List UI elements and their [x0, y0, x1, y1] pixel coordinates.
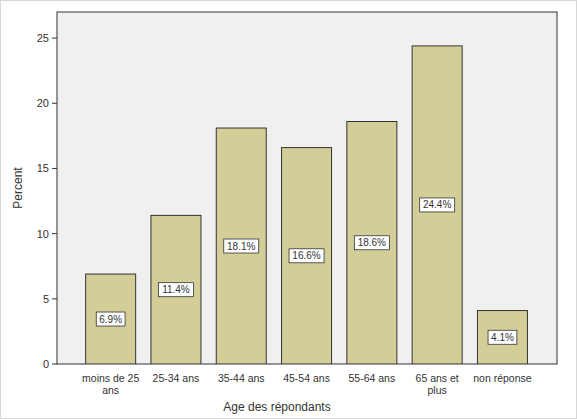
- data-label: 24.4%: [423, 199, 451, 210]
- bars: [86, 46, 528, 364]
- bar: [86, 274, 136, 364]
- data-label: 16.6%: [292, 250, 320, 261]
- x-tick-label: 55-64 ans: [348, 372, 395, 384]
- bar: [477, 311, 527, 364]
- y-tick: [52, 298, 57, 299]
- y-tick-label: 10: [37, 228, 49, 240]
- x-tick-label-line: plus: [428, 384, 447, 396]
- x-tick-label: 35-44 ans: [218, 372, 265, 384]
- y-tick: [52, 364, 57, 365]
- x-tick-label-line: 65 ans et: [416, 372, 459, 384]
- y-tick: [52, 233, 57, 234]
- x-tick-label: 25-34 ans: [153, 372, 200, 384]
- data-label-box: [488, 330, 517, 344]
- bar: [412, 46, 462, 364]
- data-label-box: [354, 236, 389, 250]
- data-label: 18.6%: [358, 237, 386, 248]
- data-label: 18.1%: [227, 241, 255, 252]
- y-tick: [52, 103, 57, 104]
- x-tick-label: moins de 25ans: [82, 372, 139, 396]
- data-label-box: [96, 312, 125, 326]
- data-label-box: [289, 249, 324, 263]
- x-tick-label-line: moins de 25: [82, 372, 139, 384]
- x-tick-label-line: 35-44 ans: [218, 372, 265, 384]
- background: [1, 1, 577, 419]
- plot-area: [57, 12, 557, 364]
- x-tick-label: non réponse: [473, 372, 532, 384]
- x-tick-label: 45-54 ans: [283, 372, 330, 384]
- x-tick-label-line: 25-34 ans: [153, 372, 200, 384]
- y-tick-label: 5: [43, 293, 49, 305]
- data-labels: 6.9% 11.4% 18.1% 16.6% 18.6% 24.4% 4.1%: [96, 198, 517, 344]
- y-tick-label: 0: [43, 358, 49, 370]
- x-tick-label-line: 45-54 ans: [283, 372, 330, 384]
- y-tick-label: 15: [37, 162, 49, 174]
- data-label: 11.4%: [162, 284, 190, 295]
- data-label-box: [224, 239, 259, 253]
- chart-container: 0 5 10 15 20 25 6.9% 11.4% 18.1% 16.6% 18.6% 24.4% 4…: [0, 0, 577, 419]
- bar: [151, 215, 201, 364]
- x-tick-label-line: 55-64 ans: [348, 372, 395, 384]
- y-tick: [52, 168, 57, 169]
- data-label: 6.9%: [99, 314, 122, 325]
- y-tick-label: 25: [37, 32, 49, 44]
- data-label: 4.1%: [491, 332, 514, 343]
- bar: [216, 128, 266, 364]
- bar: [347, 122, 397, 364]
- bar: [282, 148, 332, 364]
- x-tick-label-line: non réponse: [473, 372, 532, 384]
- data-label-box: [158, 283, 193, 297]
- x-tick-label: 65 ans etplus: [416, 372, 459, 396]
- x-axis-title: Age des répondants: [223, 400, 330, 414]
- x-tick-label-line: ans: [102, 384, 119, 396]
- y-axis-title: Percent: [11, 167, 25, 209]
- y-tick-label: 20: [37, 97, 49, 109]
- y-tick: [52, 38, 57, 39]
- chart-svg: 0 5 10 15 20 25 6.9% 11.4% 18.1% 16.6% 18.6% 24.4% 4…: [0, 0, 577, 419]
- data-label-box: [420, 198, 455, 212]
